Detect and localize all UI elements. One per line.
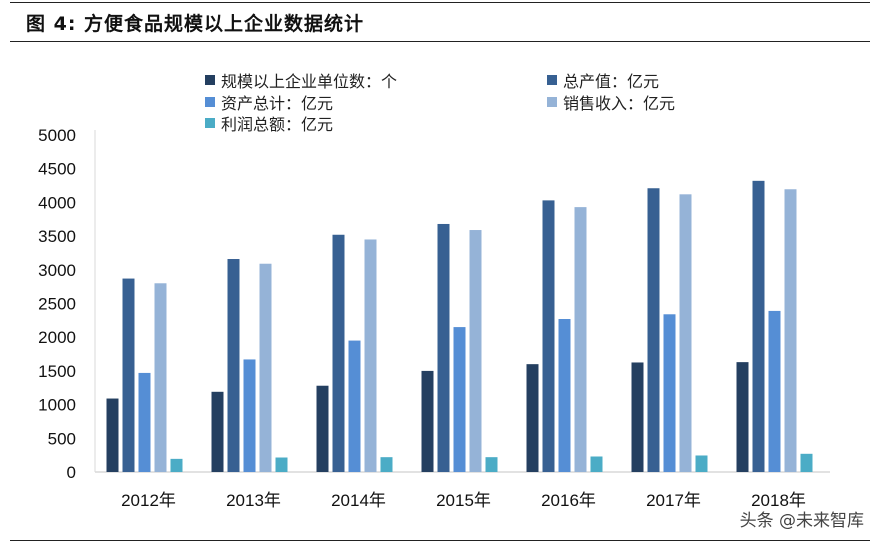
bar-1-2012年 [106,398,119,472]
y-tick-label: 3500 [38,227,76,246]
legend-item: 利润总额：亿元 [205,111,333,135]
y-tick-label: 1500 [38,362,76,381]
y-tick-label: 5000 [38,126,76,145]
legend-swatch [205,75,215,85]
bar-5-2017年 [695,455,708,472]
bar-5-2012年 [170,458,183,472]
bar-1-2014年 [316,385,329,472]
x-tick-label: 2014年 [331,491,386,510]
x-tick-label: 2016年 [541,491,596,510]
bar-3-2015年 [453,327,466,472]
figure-title: 图 4: 方便食品规模以上企业数据统计 [26,13,365,35]
y-tick-label: 500 [48,429,76,448]
legend-label: 资产总计：亿元 [221,94,334,113]
bar-3-2017年 [663,314,676,472]
legend-item: 规模以上企业单位数：个 [205,68,397,92]
y-tick-label: 4500 [38,160,76,179]
legend-swatch [547,97,557,107]
legend-item: 资产总计：亿元 [205,90,333,114]
x-tick-label: 2017年 [646,491,701,510]
top-rule [10,2,870,3]
bar-2-2015年 [437,223,450,472]
legend-label: 规模以上企业单位数：个 [221,72,398,91]
bar-5-2015年 [485,457,498,472]
bar-1-2015年 [421,370,434,472]
watermark: 头条 @未来智库 [739,511,864,531]
bar-3-2014年 [348,340,361,472]
legend-swatch [547,75,557,85]
y-tick-label: 4000 [38,193,76,212]
y-tick-label: 0 [67,463,76,482]
bar-2-2016年 [542,200,555,473]
bar-4-2012年 [154,283,167,472]
bar-5-2016年 [590,456,603,472]
title-rule [10,41,870,42]
bar-4-2018年 [784,189,797,472]
x-tick-label: 2018年 [751,491,806,510]
bar-2-2017年 [647,188,660,472]
bar-3-2016年 [558,319,571,472]
legend-item: 总产值：亿元 [547,68,659,92]
y-tick-label: 3000 [38,261,76,280]
bar-4-2015年 [469,230,482,472]
legend-item: 销售收入：亿元 [547,90,675,114]
bottom-rule [10,540,870,541]
legend-swatch [205,118,215,128]
bar-5-2014年 [380,457,393,472]
x-tick-label: 2012年 [121,491,176,510]
y-tick-label: 2000 [38,328,76,347]
bar-1-2013年 [211,391,224,472]
legend-label: 销售收入：亿元 [563,94,676,113]
legend-swatch [205,97,215,107]
bar-4-2016年 [574,207,587,473]
x-tick-label: 2015年 [436,491,491,510]
legend-label: 利润总额：亿元 [221,115,334,134]
bar-2-2012年 [122,278,135,472]
bar-2-2014年 [332,234,345,472]
bar-3-2018年 [768,310,781,472]
legend-label: 总产值：亿元 [563,72,660,91]
bar-4-2014年 [364,239,377,472]
y-tick-label: 2500 [38,295,76,314]
bar-1-2017年 [631,362,644,472]
bar-3-2013年 [243,359,256,472]
bar-4-2017年 [679,194,692,472]
bar-5-2018年 [800,453,813,472]
x-tick-label: 2013年 [226,491,281,510]
bar-2-2018年 [752,180,765,472]
bar-4-2013年 [259,263,272,472]
bar-2-2013年 [227,259,240,472]
bar-1-2016年 [526,364,539,472]
bar-1-2018年 [736,362,749,472]
y-tick-label: 1000 [38,396,76,415]
bar-5-2013年 [275,457,288,472]
bar-3-2012年 [138,372,151,472]
